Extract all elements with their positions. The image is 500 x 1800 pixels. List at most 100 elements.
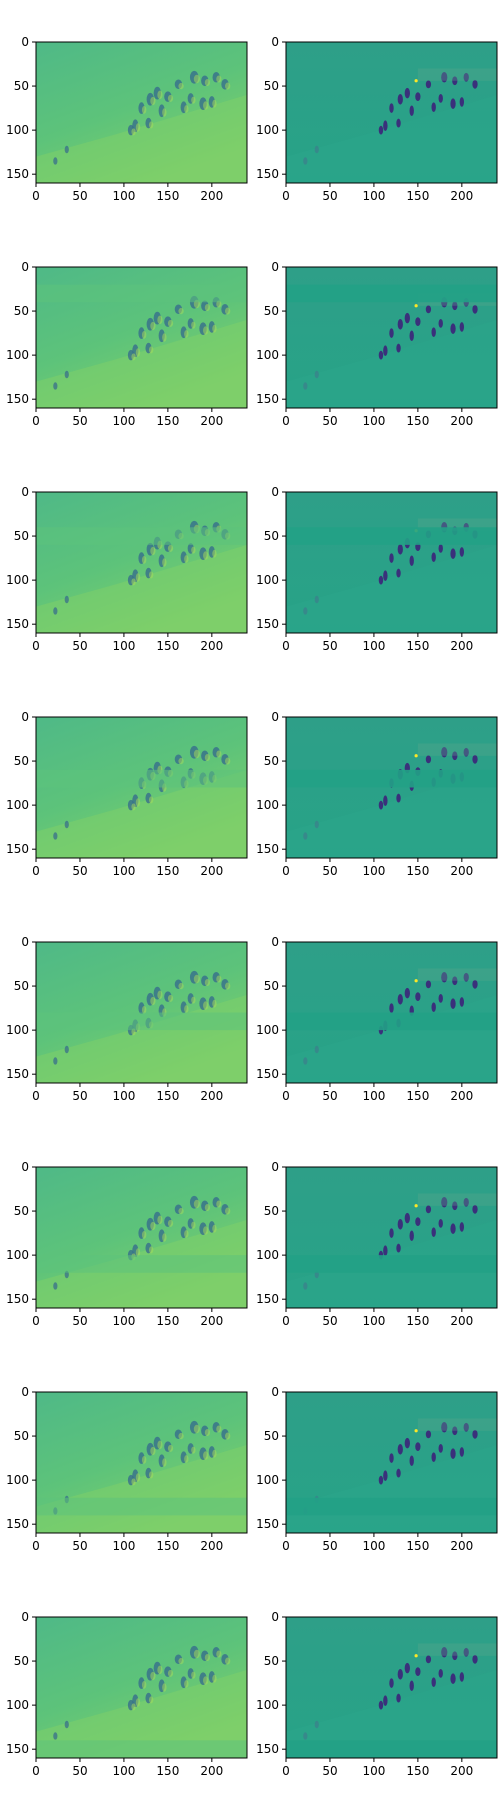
image-figure-small [64, 370, 69, 379]
image-figure-halo [141, 1680, 147, 1689]
x-tick-label: 100 [362, 1314, 385, 1328]
image-figure-halo [191, 1671, 196, 1679]
subplot-r2-c2: 0 50 100 150 200 0 50 100 150 [256, 260, 498, 428]
image-figure-halo [150, 1446, 156, 1456]
y-tick-label: 0 [21, 485, 29, 499]
x-tick-label: 50 [322, 1764, 337, 1778]
image-figure [425, 1655, 432, 1664]
heatmap-image [36, 1392, 247, 1533]
image-figure-halo [216, 1650, 222, 1658]
image-figure-halo [157, 1665, 163, 1675]
axes-frame [35, 266, 248, 409]
subplot-r1-c2: 0 50 100 150 200 0 50 100 150 [256, 35, 498, 203]
image-figure [472, 1204, 478, 1214]
x-tick-label: 150 [406, 414, 429, 428]
x-tick-label: 50 [322, 864, 337, 878]
x-tick-label: 100 [362, 1539, 385, 1553]
image-figure [389, 1228, 394, 1238]
image-figure-halo [162, 333, 167, 342]
image-figure [389, 1003, 394, 1013]
image-figure-halo [178, 982, 184, 990]
image-figure [463, 747, 469, 757]
image-figure-halo [148, 571, 154, 579]
heatmap-image [286, 717, 497, 858]
y-tick-label: 0 [21, 260, 29, 274]
image-figure [425, 980, 432, 989]
image-figure-small [303, 1282, 308, 1290]
x-tick-label: 100 [362, 1764, 385, 1778]
image-figure [450, 998, 456, 1009]
image-figure-halo [203, 1226, 209, 1235]
image-figure [459, 547, 465, 557]
y-tick-label: 150 [256, 842, 279, 856]
image-figure-halo [212, 1674, 217, 1683]
image-figure-halo [191, 1446, 196, 1454]
x-tick-label: 50 [322, 1314, 337, 1328]
image-masked-band [36, 527, 247, 545]
x-tick-label: 150 [156, 639, 179, 653]
y-tick-label: 150 [6, 392, 29, 406]
image-figure [409, 1230, 414, 1242]
image-figure [472, 754, 478, 764]
image-figure [404, 1662, 410, 1674]
image-figure-halo [141, 555, 147, 564]
image-figure [397, 1668, 403, 1680]
image-figure-halo [131, 1478, 136, 1486]
image-figure-halo [135, 1473, 141, 1482]
image-texture [417, 68, 497, 81]
image-figure-halo [148, 1246, 154, 1254]
y-tick-label: 50 [14, 754, 29, 768]
image-figure-halo [178, 757, 184, 765]
y-tick-label: 50 [264, 1654, 279, 1668]
y-tick-label: 0 [21, 1160, 29, 1174]
image-field-region [36, 319, 247, 408]
image-figure [425, 1430, 432, 1439]
image-figure [425, 1205, 432, 1214]
y-tick-label: 150 [6, 1292, 29, 1306]
image-figure-small [303, 832, 308, 840]
image-figure-halo [141, 1005, 147, 1014]
image-figure [431, 327, 436, 338]
image-figure-halo [216, 1425, 222, 1433]
image-figure-halo [184, 105, 189, 113]
image-figure-halo [141, 1230, 147, 1239]
image-figure-halo [157, 1440, 163, 1450]
image-figure-halo [212, 999, 217, 1008]
image-figure-halo [193, 974, 200, 984]
image-figure-halo [225, 1657, 231, 1665]
image-figure [438, 318, 443, 328]
image-masked-band [286, 769, 497, 788]
x-tick-label: 0 [32, 189, 40, 203]
y-tick-label: 150 [6, 1067, 29, 1081]
x-tick-label: 100 [112, 1089, 135, 1103]
x-tick-label: 100 [112, 1764, 135, 1778]
x-tick-label: 200 [200, 1764, 223, 1778]
image-masked-band [286, 1497, 497, 1516]
image-figure-halo [203, 551, 209, 560]
x-tick-label: 50 [322, 189, 337, 203]
image-figure-small [53, 832, 58, 840]
axes-frame [285, 41, 498, 184]
x-tick-label: 0 [282, 639, 290, 653]
subplot-r5-c1: 0 50 100 150 200 0 50 100 150 [6, 935, 248, 1103]
image-figure-halo [212, 549, 217, 558]
image-figure [397, 993, 403, 1005]
image-figure [409, 330, 414, 342]
y-tick-label: 100 [6, 1698, 29, 1712]
image-field-region [36, 769, 247, 858]
x-tick-label: 150 [156, 414, 179, 428]
image-highlight [414, 1204, 418, 1208]
x-tick-label: 200 [450, 414, 473, 428]
image-field-region [36, 1669, 247, 1758]
image-figure [397, 93, 403, 105]
image-figure-halo [225, 1432, 231, 1440]
image-figure-halo [184, 1230, 189, 1238]
image-figure-halo [178, 82, 184, 90]
image-figure [396, 568, 401, 578]
image-figure-halo [131, 353, 136, 361]
image-figure [404, 87, 410, 99]
axes-frame [35, 1616, 248, 1759]
x-tick-label: 200 [200, 1539, 223, 1553]
image-figure [404, 312, 410, 324]
